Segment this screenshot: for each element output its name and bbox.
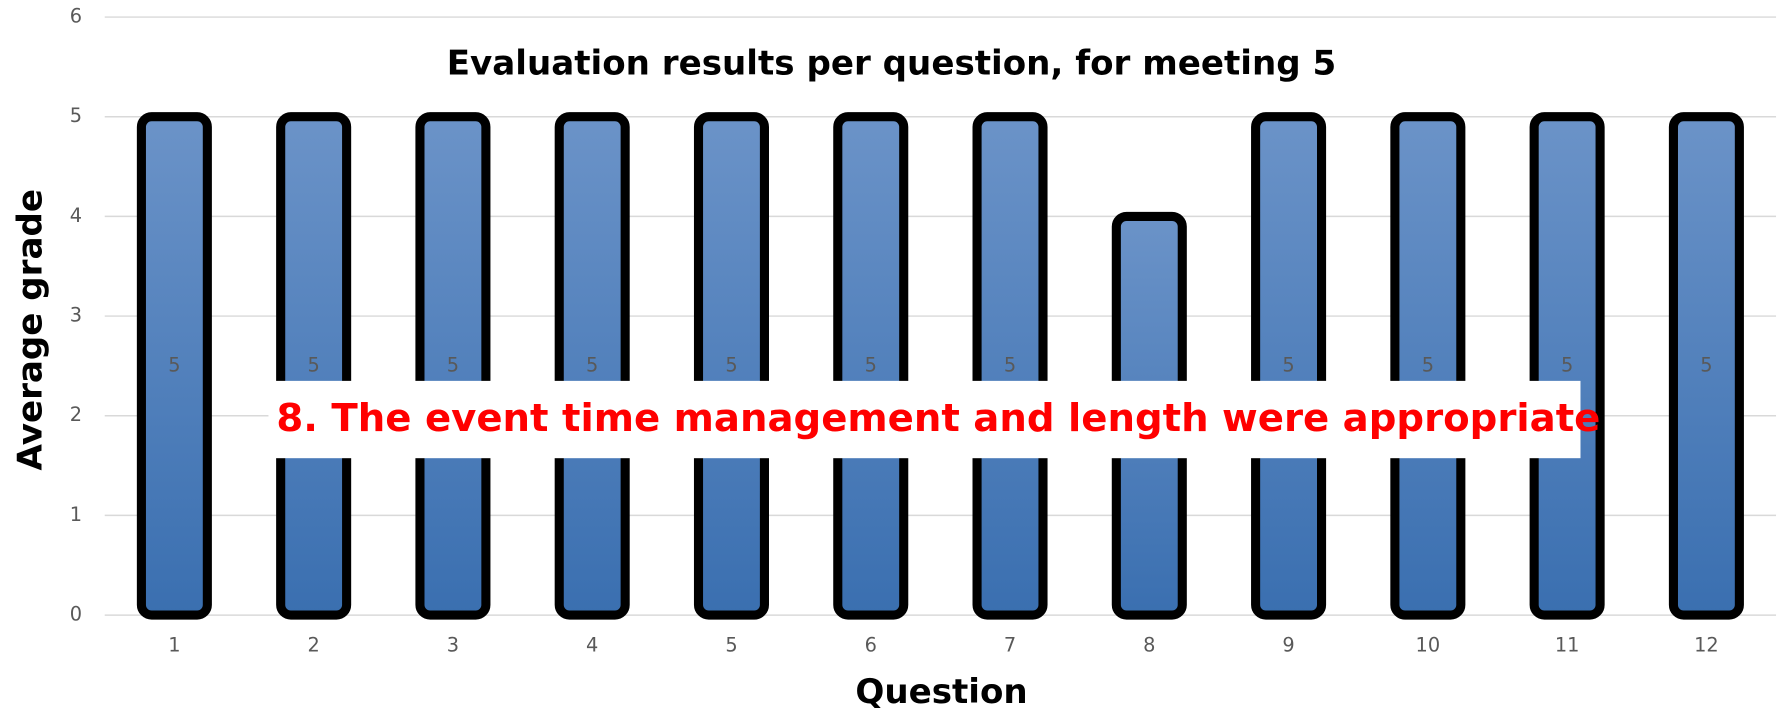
x-tick-label: 8 [1143, 633, 1155, 656]
y-tick-label: 4 [70, 204, 82, 227]
bar [136, 112, 212, 620]
value-label: 5 [168, 353, 180, 376]
x-tick-label: 2 [308, 633, 320, 656]
value-label: 5 [1282, 353, 1294, 376]
annotation: 8. The event time management and length … [276, 396, 1600, 441]
value-label: 5 [1700, 353, 1712, 376]
y-tick-label: 6 [70, 5, 82, 28]
value-label: 5 [586, 353, 598, 376]
annotation-box [268, 380, 1581, 459]
bar [276, 112, 352, 620]
y-tick-label: 0 [70, 603, 82, 626]
x-tick-label: 7 [1004, 633, 1016, 656]
y-tick-label: 5 [70, 104, 82, 127]
x-tick-label: 3 [447, 633, 459, 656]
bar [833, 112, 909, 620]
y-tick-label: 1 [70, 503, 82, 526]
bar [972, 112, 1048, 620]
bars [136, 112, 1744, 620]
bar [1668, 112, 1744, 620]
x-tick-label: 10 [1416, 633, 1441, 656]
chart-title: Evaluation results per question, for mee… [447, 43, 1336, 83]
value-label: 5 [1422, 353, 1434, 376]
bar [1529, 112, 1605, 620]
value-label: 5 [447, 353, 459, 376]
x-tick-label: 1 [168, 633, 180, 656]
bar [693, 112, 769, 620]
bar [415, 112, 491, 620]
value-label: 5 [308, 353, 320, 376]
value-label: 5 [865, 353, 877, 376]
bar [1251, 112, 1327, 620]
x-tick-label: 11 [1555, 633, 1580, 656]
x-tick-label: 12 [1694, 633, 1719, 656]
bar [554, 112, 630, 620]
value-label: 5 [1561, 353, 1573, 376]
y-axis-label: Average grade [10, 189, 50, 471]
x-tick-label: 5 [725, 633, 737, 656]
y-tick-label: 3 [70, 304, 82, 327]
value-label: 5 [725, 353, 737, 376]
value-label: 5 [1004, 353, 1016, 376]
x-axis-label: Question [855, 672, 1027, 712]
bar [1390, 112, 1466, 620]
y-tick-label: 2 [70, 403, 82, 426]
x-tick-label: 9 [1282, 633, 1294, 656]
x-tick-label: 6 [865, 633, 877, 656]
x-tick-label: 4 [586, 633, 598, 656]
